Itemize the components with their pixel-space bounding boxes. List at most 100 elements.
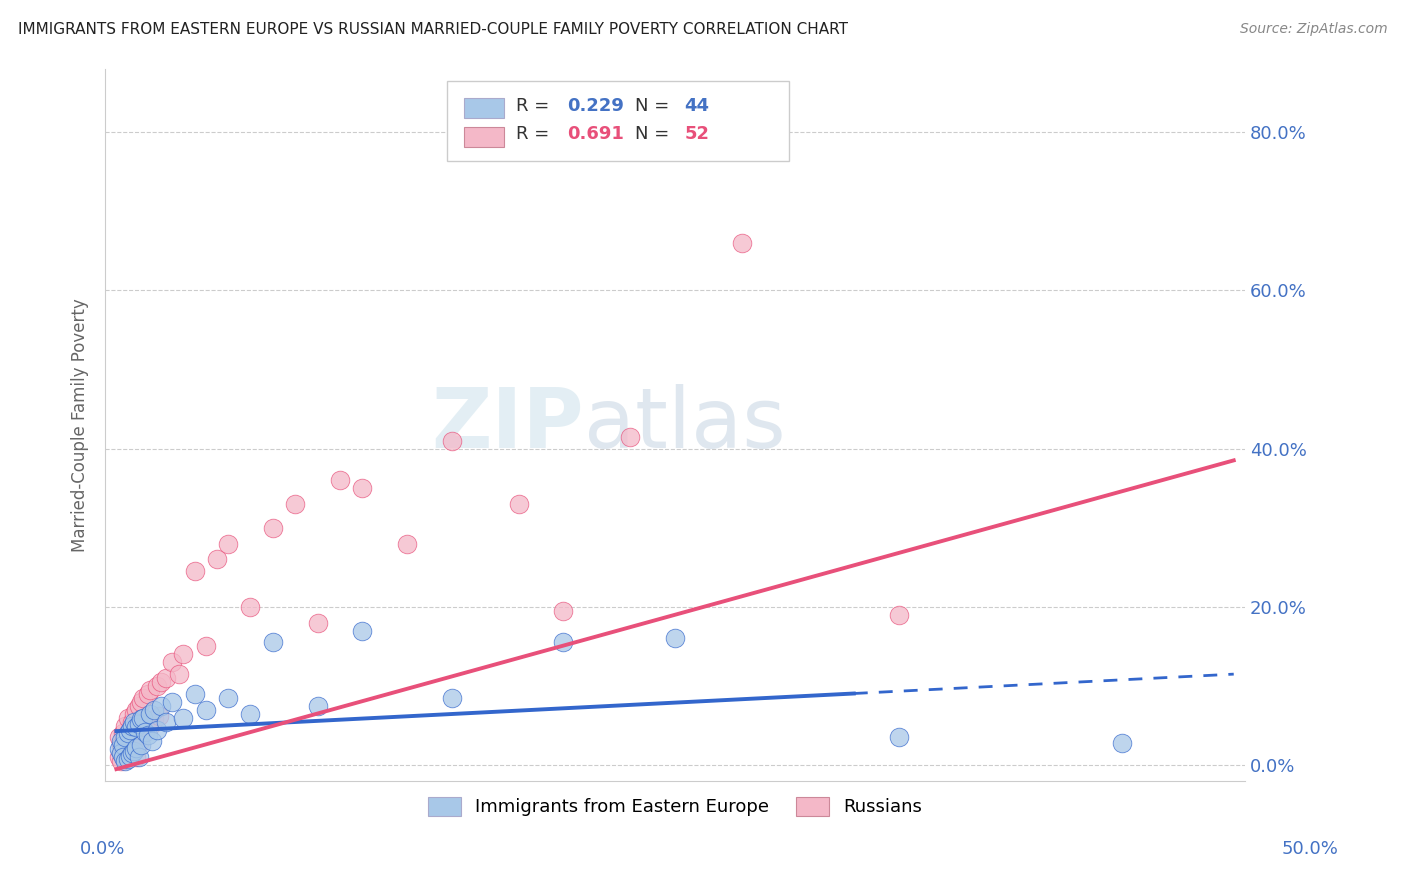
Point [553, 635, 575, 649]
Point [134, 720, 156, 734]
Point [162, 695, 184, 709]
Point [155, 714, 177, 729]
Point [141, 734, 163, 748]
Point [122, 706, 145, 721]
Point [205, 552, 228, 566]
Point [117, 726, 139, 740]
Point [128, 736, 150, 750]
Point [118, 723, 141, 737]
Point [217, 536, 239, 550]
Point [107, 742, 129, 756]
Point [128, 717, 150, 731]
Text: IMMIGRANTS FROM EASTERN EUROPE VS RUSSIAN MARRIED-COUPLE FAMILY POVERTY CORRELAT: IMMIGRANTS FROM EASTERN EUROPE VS RUSSIA… [18, 22, 848, 37]
Point [183, 687, 205, 701]
Point [262, 635, 284, 649]
Point [121, 718, 143, 732]
Text: 52: 52 [685, 125, 709, 143]
Point [440, 434, 463, 448]
Point [167, 667, 190, 681]
Point [128, 698, 150, 713]
Point [352, 481, 374, 495]
Point [553, 604, 575, 618]
Point [121, 740, 143, 755]
Text: R =: R = [516, 96, 554, 114]
Point [887, 731, 910, 745]
Point [121, 746, 143, 760]
Point [145, 679, 167, 693]
Point [619, 429, 641, 443]
Point [172, 648, 194, 662]
Point [1111, 736, 1133, 750]
Point [183, 564, 205, 578]
Point [125, 750, 148, 764]
Point [395, 536, 418, 550]
Point [129, 728, 152, 742]
Point [117, 752, 139, 766]
Text: N =: N = [636, 96, 675, 114]
Point [132, 690, 155, 705]
Point [114, 731, 136, 745]
Point [110, 746, 132, 760]
Point [129, 739, 152, 753]
Point [132, 711, 155, 725]
Point [307, 698, 329, 713]
Point [118, 744, 141, 758]
Point [112, 746, 135, 760]
Point [128, 750, 150, 764]
Point [129, 695, 152, 709]
Point [114, 718, 136, 732]
Point [172, 711, 194, 725]
Point [239, 599, 262, 614]
Point [139, 682, 162, 697]
Point [217, 690, 239, 705]
Point [112, 739, 135, 753]
Point [136, 687, 159, 701]
Point [121, 714, 143, 729]
Point [107, 731, 129, 745]
Point [239, 706, 262, 721]
Point [887, 607, 910, 622]
Point [150, 675, 173, 690]
Point [508, 497, 530, 511]
Point [112, 726, 135, 740]
Point [114, 752, 136, 766]
Point [145, 723, 167, 737]
Point [162, 655, 184, 669]
Point [148, 709, 170, 723]
Point [136, 728, 159, 742]
Point [139, 706, 162, 721]
Text: 50.0%: 50.0% [1282, 839, 1339, 857]
FancyBboxPatch shape [464, 127, 505, 147]
Point [117, 748, 139, 763]
Text: ZIP: ZIP [432, 384, 583, 466]
Text: N =: N = [636, 125, 675, 143]
Text: 0.691: 0.691 [567, 125, 624, 143]
Point [122, 734, 145, 748]
Point [141, 717, 163, 731]
Text: 0.0%: 0.0% [80, 839, 125, 857]
Point [107, 750, 129, 764]
Point [125, 703, 148, 717]
Point [143, 703, 166, 717]
Point [194, 640, 217, 654]
Text: R =: R = [516, 125, 554, 143]
Point [307, 615, 329, 630]
FancyBboxPatch shape [447, 81, 789, 161]
Point [664, 632, 686, 646]
Point [134, 725, 156, 739]
Point [117, 711, 139, 725]
Point [118, 723, 141, 737]
Point [143, 712, 166, 726]
Text: 0.229: 0.229 [567, 96, 624, 114]
FancyBboxPatch shape [464, 98, 505, 119]
Point [125, 740, 148, 755]
Y-axis label: Married-Couple Family Poverty: Married-Couple Family Poverty [72, 298, 89, 551]
Point [284, 497, 307, 511]
Point [262, 521, 284, 535]
Point [731, 235, 754, 250]
Point [112, 750, 135, 764]
Point [122, 714, 145, 729]
Point [155, 671, 177, 685]
Point [122, 744, 145, 758]
Text: 44: 44 [685, 96, 709, 114]
